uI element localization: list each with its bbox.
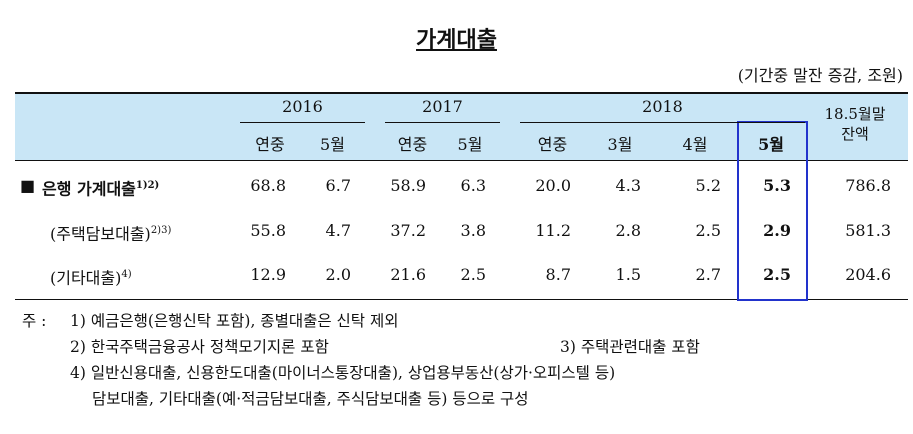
sub-header: 연중 bbox=[537, 135, 568, 154]
row-label: (주택담보대출)2)3) bbox=[50, 221, 171, 244]
cell: 2.0 bbox=[325, 265, 351, 284]
year-rule bbox=[385, 122, 500, 123]
year-header: 2018 bbox=[642, 97, 683, 116]
cell: 37.2 bbox=[390, 221, 426, 240]
note: 4) 일반신용대출, 신용한도대출(마이너스통장대출), 상업용부동산(상가·오… bbox=[70, 364, 616, 382]
row-label: (기타대출)4) bbox=[50, 265, 132, 288]
cell: 2.7 bbox=[695, 265, 721, 284]
header-band bbox=[15, 93, 908, 160]
cell: 2.8 bbox=[615, 221, 641, 240]
sub-header: 5월 bbox=[457, 135, 483, 154]
row-label-text: (주택담보대출) bbox=[50, 224, 151, 244]
cell: 6.3 bbox=[460, 176, 486, 195]
row-label-text: 은행 가계대출 bbox=[42, 179, 136, 199]
cell: 2.5 bbox=[763, 265, 791, 284]
cell: 21.6 bbox=[390, 265, 426, 284]
sub-header: 5월 bbox=[320, 135, 345, 154]
cell: 786.8 bbox=[845, 176, 891, 195]
notes-prefix: 주 : bbox=[22, 312, 47, 330]
year-header: 2017 bbox=[422, 97, 463, 116]
cell: 2.5 bbox=[695, 221, 721, 240]
top-rule bbox=[15, 92, 908, 94]
cell: 4.3 bbox=[615, 176, 641, 195]
cell: 5.2 bbox=[695, 176, 721, 195]
row-label: 은행 가계대출1)2) bbox=[42, 176, 159, 199]
cell: 68.8 bbox=[250, 176, 286, 195]
sub-header: 4월 bbox=[682, 135, 708, 154]
header-rule bbox=[15, 160, 908, 161]
cell: 5.3 bbox=[763, 176, 791, 195]
cell: 58.9 bbox=[390, 176, 426, 195]
sub-header: 연중 bbox=[397, 135, 428, 154]
title: 가계대출 bbox=[416, 27, 497, 53]
note: 담보대출, 기타대출(예·적금담보대출, 주식담보대출 등) 등으로 구성 bbox=[92, 390, 529, 408]
row-footnote: 2)3) bbox=[150, 225, 172, 236]
cell: 2.5 bbox=[460, 265, 486, 284]
note: 2) 한국주택금융공사 정책모기지론 포함 bbox=[70, 338, 329, 356]
year-rule bbox=[240, 122, 365, 123]
balance-header: 18.5월말 bbox=[824, 105, 886, 123]
sub-header: 3월 bbox=[607, 135, 633, 154]
year-rule bbox=[520, 122, 805, 123]
cell: 1.5 bbox=[615, 265, 641, 284]
cell: 3.8 bbox=[460, 221, 486, 240]
cell: 6.7 bbox=[325, 176, 351, 195]
cell: 581.3 bbox=[845, 221, 891, 240]
note: 3) 주택관련대출 포함 bbox=[560, 338, 700, 356]
cell: 20.0 bbox=[535, 176, 571, 195]
row-marker: ■ bbox=[20, 176, 36, 195]
row-footnote: 4) bbox=[121, 269, 132, 280]
sub-header: 5월 bbox=[758, 135, 784, 154]
note: 1) 예금은행(은행신탁 포함), 종별대출은 신탁 제외 bbox=[70, 312, 399, 330]
row-label-text: (기타대출) bbox=[50, 268, 122, 288]
cell: 8.7 bbox=[545, 265, 571, 284]
cell: 55.8 bbox=[250, 221, 286, 240]
cell: 204.6 bbox=[845, 265, 891, 284]
cell: 2.9 bbox=[763, 221, 791, 240]
row-footnote: 1)2) bbox=[135, 180, 160, 191]
sub-header: 연중 bbox=[255, 135, 285, 154]
bottom-rule bbox=[15, 299, 908, 300]
unit: (기간중 말잔 증감, 조원) bbox=[737, 66, 903, 85]
balance-header: 잔액 bbox=[841, 125, 869, 143]
year-header: 2016 bbox=[282, 97, 323, 116]
cell: 11.2 bbox=[535, 221, 571, 240]
cell: 12.9 bbox=[250, 265, 286, 284]
cell: 4.7 bbox=[325, 221, 351, 240]
